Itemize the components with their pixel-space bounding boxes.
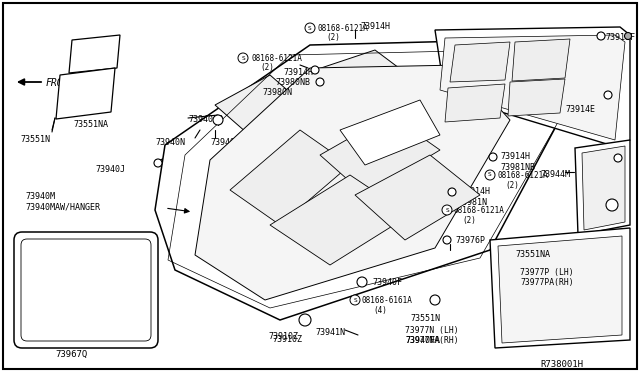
Text: 73980NB: 73980NB (275, 78, 310, 87)
Text: S: S (308, 26, 312, 31)
Polygon shape (340, 100, 440, 165)
FancyBboxPatch shape (21, 239, 151, 341)
Polygon shape (155, 40, 570, 320)
Polygon shape (69, 35, 120, 73)
Polygon shape (195, 65, 510, 300)
Text: 73981N: 73981N (457, 198, 487, 207)
Polygon shape (450, 42, 510, 82)
Text: 73981NB: 73981NB (500, 163, 535, 172)
Text: 08168-6121A: 08168-6121A (318, 24, 369, 33)
Text: R738001H: R738001H (540, 360, 583, 369)
Text: 73914H: 73914H (283, 68, 313, 77)
FancyBboxPatch shape (14, 232, 158, 348)
Text: 73910Z: 73910Z (268, 332, 298, 341)
Text: 73967Q: 73967Q (55, 350, 87, 359)
Polygon shape (270, 175, 410, 265)
Polygon shape (56, 68, 115, 119)
Text: 08168-6121A: 08168-6121A (454, 206, 505, 215)
Text: 73944M: 73944M (540, 170, 570, 179)
Circle shape (597, 32, 605, 40)
Circle shape (350, 295, 360, 305)
Text: 08168-6121A: 08168-6121A (497, 171, 548, 180)
Polygon shape (315, 50, 415, 100)
Text: (4): (4) (373, 306, 387, 315)
Polygon shape (498, 236, 622, 343)
Text: 73551NA: 73551NA (515, 250, 550, 259)
Circle shape (485, 170, 495, 180)
Polygon shape (355, 155, 480, 240)
Text: 73940FA: 73940FA (405, 336, 440, 345)
Text: S: S (353, 298, 357, 302)
Polygon shape (582, 146, 625, 230)
Circle shape (448, 188, 456, 196)
Circle shape (213, 115, 223, 125)
Text: 73940MAW/HANGER: 73940MAW/HANGER (25, 203, 100, 212)
Text: (2): (2) (505, 181, 519, 190)
Text: 73940J: 73940J (95, 165, 125, 174)
Polygon shape (435, 27, 630, 148)
Text: 73914E: 73914E (565, 105, 595, 114)
Text: (2): (2) (462, 216, 476, 225)
Circle shape (305, 23, 315, 33)
Text: 73977N (LH): 73977N (LH) (405, 326, 459, 335)
Circle shape (316, 78, 324, 86)
Circle shape (443, 236, 451, 244)
Text: S: S (488, 173, 492, 177)
Text: 73941N: 73941N (315, 328, 345, 337)
Circle shape (238, 53, 248, 63)
Text: 73914H: 73914H (460, 187, 490, 196)
Text: (2): (2) (326, 33, 340, 42)
Text: 73940M: 73940M (25, 192, 55, 201)
Text: S: S (445, 208, 449, 212)
Text: 73940F: 73940F (372, 278, 402, 287)
Text: 73914H: 73914H (500, 152, 530, 161)
Text: 08168-6161A: 08168-6161A (361, 296, 412, 305)
Polygon shape (230, 130, 350, 225)
Polygon shape (512, 39, 570, 81)
Text: O: O (611, 201, 617, 207)
Polygon shape (490, 228, 630, 348)
Circle shape (311, 66, 319, 74)
Circle shape (489, 153, 497, 161)
Circle shape (154, 159, 162, 167)
Circle shape (430, 295, 440, 305)
Text: FRONT: FRONT (46, 78, 76, 88)
Text: 73980N: 73980N (262, 88, 292, 97)
Text: 73551N: 73551N (410, 314, 440, 323)
Circle shape (299, 314, 311, 326)
Text: 73977P (LH): 73977P (LH) (520, 268, 573, 277)
Text: 73940N: 73940N (155, 138, 185, 147)
Text: 73977NA(RH): 73977NA(RH) (405, 336, 459, 345)
Polygon shape (508, 79, 565, 116)
Circle shape (604, 91, 612, 99)
Text: S: S (241, 55, 245, 61)
Text: 73551NA: 73551NA (73, 120, 108, 129)
Polygon shape (445, 84, 505, 122)
Circle shape (357, 277, 367, 287)
Text: (2): (2) (260, 63, 274, 72)
Polygon shape (215, 75, 310, 140)
Text: 73914H: 73914H (360, 22, 390, 31)
Polygon shape (320, 115, 440, 195)
Circle shape (442, 205, 452, 215)
Circle shape (625, 32, 632, 39)
Text: 73977PA(RH): 73977PA(RH) (520, 278, 573, 287)
Circle shape (614, 154, 622, 162)
Text: 73940FB: 73940FB (188, 115, 223, 124)
Text: 73976P: 73976P (455, 236, 485, 245)
Polygon shape (440, 35, 625, 140)
Text: 73910Z: 73910Z (272, 335, 302, 344)
Text: 73940FC: 73940FC (210, 138, 245, 147)
Text: 08168-6121A: 08168-6121A (251, 54, 302, 63)
Text: 73551N: 73551N (20, 135, 50, 144)
Text: 73910F: 73910F (605, 33, 635, 42)
Polygon shape (575, 140, 630, 235)
Circle shape (606, 199, 618, 211)
